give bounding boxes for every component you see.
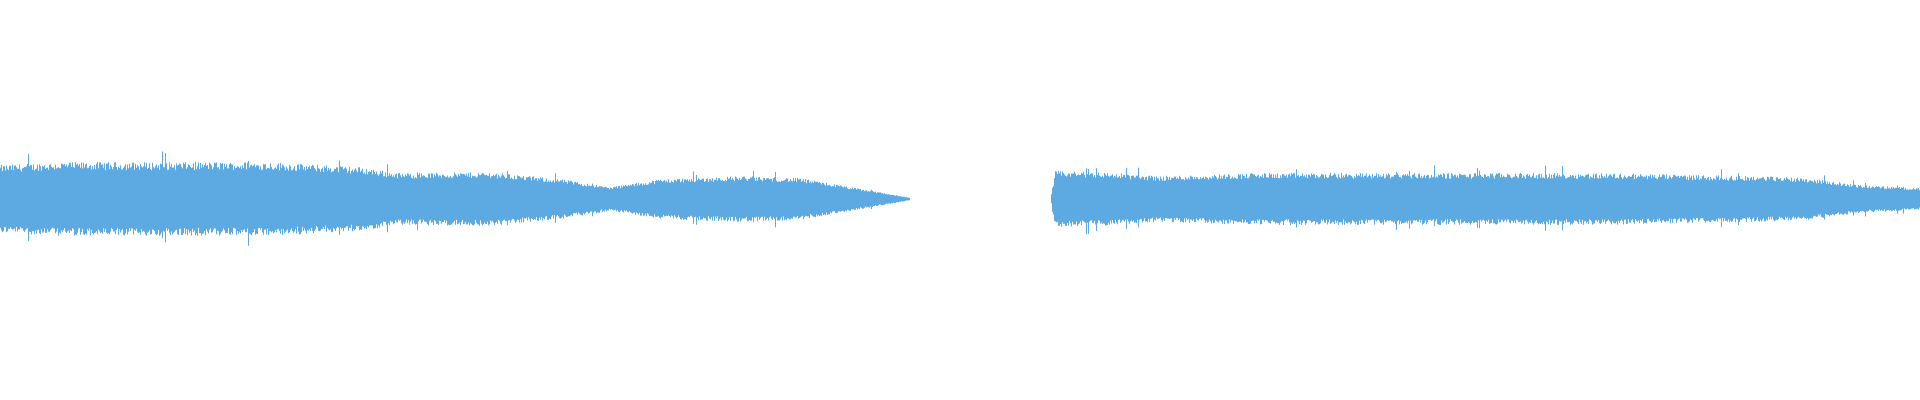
waveform-clip-2[interactable] xyxy=(1051,165,1920,235)
waveform-clip-1[interactable] xyxy=(0,151,910,246)
